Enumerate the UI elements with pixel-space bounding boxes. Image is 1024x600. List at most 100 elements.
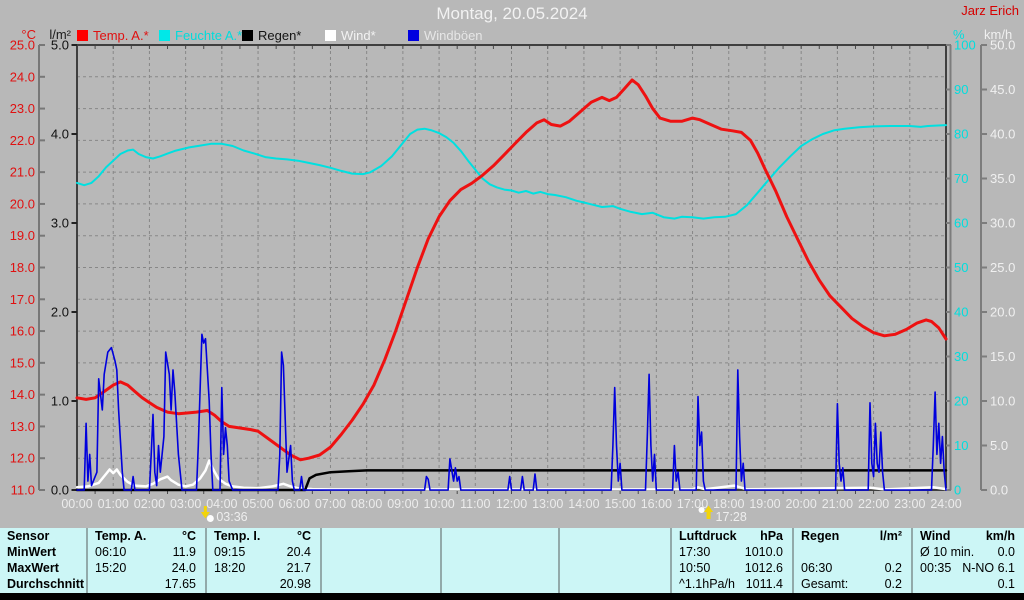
stat-cell: 17.65 <box>164 577 196 591</box>
humidity-tick-label: 30 <box>954 349 968 364</box>
stat-cell: 0.0 <box>997 545 1015 559</box>
stats-row: Regen l/m² <box>794 528 911 544</box>
x-tick-label: 22:00 <box>858 497 889 511</box>
stat-cell: Durchschnitt <box>7 577 85 591</box>
stats-col-empty <box>322 528 442 593</box>
wind-tick-label: 0.0 <box>990 483 1008 498</box>
temp-tick-label: 18.0 <box>10 260 35 275</box>
temp-tick-label: 22.0 <box>10 133 35 148</box>
stat-cell: Sensor <box>7 529 50 543</box>
rain-tick-label: 1.0 <box>51 394 69 409</box>
humidity-tick-label: 0 <box>954 483 961 498</box>
arrow-down-icon <box>200 506 210 519</box>
stat-cell: Temp. A. <box>95 529 147 543</box>
x-tick-label: 21:00 <box>822 497 853 511</box>
stat-cell: 06:10 <box>95 545 127 559</box>
x-tick-label: 02:00 <box>134 497 165 511</box>
wind-tick-label: 15.0 <box>990 349 1015 364</box>
stat-cell: MaxWert <box>7 561 59 575</box>
stats-row <box>322 576 440 592</box>
legend-item-4: Wind* <box>325 28 376 43</box>
stat-cell: Ø 10 min. <box>920 545 975 559</box>
stats-row-label: Sensor <box>0 528 86 544</box>
stats-row <box>442 528 558 544</box>
stats-col-luftdruck: Luftdruck hPa 17:30 1010.0 10:50 1012.6 ^1.1hP… <box>672 528 794 593</box>
rain-tick-label: 4.0 <box>51 127 69 142</box>
series-temp_a <box>75 78 948 462</box>
stats-row: 17:30 1010.0 <box>672 544 792 560</box>
stats-row <box>442 560 558 576</box>
legend-swatch <box>77 30 88 41</box>
x-tick-label: 08:00 <box>351 497 382 511</box>
temp-tick-label: 19.0 <box>10 228 35 243</box>
legend-swatch <box>325 30 336 41</box>
stats-row: Temp. I. °C <box>207 528 320 544</box>
stat-cell: ^1.1hPa/h <box>679 577 735 591</box>
stat-cell: 11.9 <box>172 545 196 559</box>
humidity-tick-label: 40 <box>954 305 968 320</box>
humidity-tick-label: 90 <box>954 82 968 97</box>
stat-cell: 18:20 <box>214 561 246 575</box>
stats-col-wind: Wind km/h Ø 10 min. 0.0 00:35 N-NO 6.1 0.1 <box>913 528 1024 593</box>
series-regen <box>75 469 948 492</box>
stats-row <box>442 544 558 560</box>
x-tick-label: 06:00 <box>279 497 310 511</box>
stats-row: 18:20 21.7 <box>207 560 320 576</box>
stats-row: Luftdruck hPa <box>672 528 792 544</box>
temp-axis-unit: °C <box>21 27 36 42</box>
x-tick-label: 12:00 <box>496 497 527 511</box>
wind-tick-label: 10.0 <box>990 394 1015 409</box>
series-windboeen <box>76 333 947 491</box>
stats-row: ^1.1hPa/h 1011.4 <box>672 576 792 592</box>
x-tick-label: 23:00 <box>894 497 925 511</box>
stats-row <box>560 528 670 544</box>
stats-row: Gesamt: 0.2 <box>794 576 911 592</box>
series-feuchte_a <box>76 124 947 220</box>
stat-cell: 20.98 <box>279 577 311 591</box>
moonrise-marker: 17:28 <box>698 505 747 524</box>
rain-tick-label: 2.0 <box>51 305 69 320</box>
stat-cell: 0.1 <box>997 577 1015 591</box>
stats-row <box>794 544 911 560</box>
temp-tick-label: 21.0 <box>10 165 35 180</box>
x-axis-labels: 00:00 01:00 02:00 03:00 04:00 05:00 06:00 07:00… <box>61 497 961 511</box>
stats-col-empty <box>560 528 672 593</box>
stats-row <box>560 576 670 592</box>
stat-cell: 1010.0 <box>744 545 783 559</box>
stat-cell: Temp. I. <box>214 529 261 543</box>
stats-row <box>442 576 558 592</box>
x-tick-label: 15:00 <box>604 497 635 511</box>
wind-tick-label: 20.0 <box>990 305 1015 320</box>
legend-swatch <box>242 30 253 41</box>
stat-cell: 0.2 <box>884 577 902 591</box>
stat-cell: 10:50 <box>679 561 711 575</box>
stat-cell: 17:30 <box>679 545 711 559</box>
legend-item-2: Feuchte A.* <box>159 28 242 43</box>
wind-tick-label: 35.0 <box>990 171 1015 186</box>
stat-cell: °C <box>296 529 311 543</box>
stat-cell: 06:30 <box>801 561 833 575</box>
moonset-marker: 03:36 <box>200 506 248 524</box>
stats-table: Sensor MinWert MaxWert Durchschnitt Temp. A.… <box>0 528 1024 593</box>
temp-tick-label: 24.0 <box>10 69 35 84</box>
temp-tick-label: 11.0 <box>11 483 35 498</box>
stats-col-temp-i-: Temp. I. °C 09:15 20.4 18:20 21.7 20.98 <box>207 528 322 593</box>
stats-row: Temp. A. °C <box>88 528 205 544</box>
stat-cell: Gesamt: <box>801 577 849 591</box>
stats-row <box>322 560 440 576</box>
x-tick-label: 18:00 <box>713 497 744 511</box>
stat-cell: 21.7 <box>286 561 311 575</box>
stats-row-label: MaxWert <box>0 560 86 576</box>
stats-row: 17.65 <box>88 576 205 592</box>
stat-cell: 09:15 <box>214 545 246 559</box>
humidity-tick-label: 80 <box>954 127 968 142</box>
wind-tick-label: 25.0 <box>990 260 1015 275</box>
legend-label: Wind* <box>341 28 376 43</box>
x-tick-label: 07:00 <box>315 497 346 511</box>
legend-label: Temp. A.* <box>93 28 149 43</box>
stats-row-label: MinWert <box>0 544 86 560</box>
x-tick-label: 24:00 <box>930 497 961 511</box>
weather-chart: 25.0 24.0 23.0 22.0 21.0 20.0 19.0 18.0 17.0 16.0… <box>10 38 1016 525</box>
gridlines <box>77 45 946 490</box>
